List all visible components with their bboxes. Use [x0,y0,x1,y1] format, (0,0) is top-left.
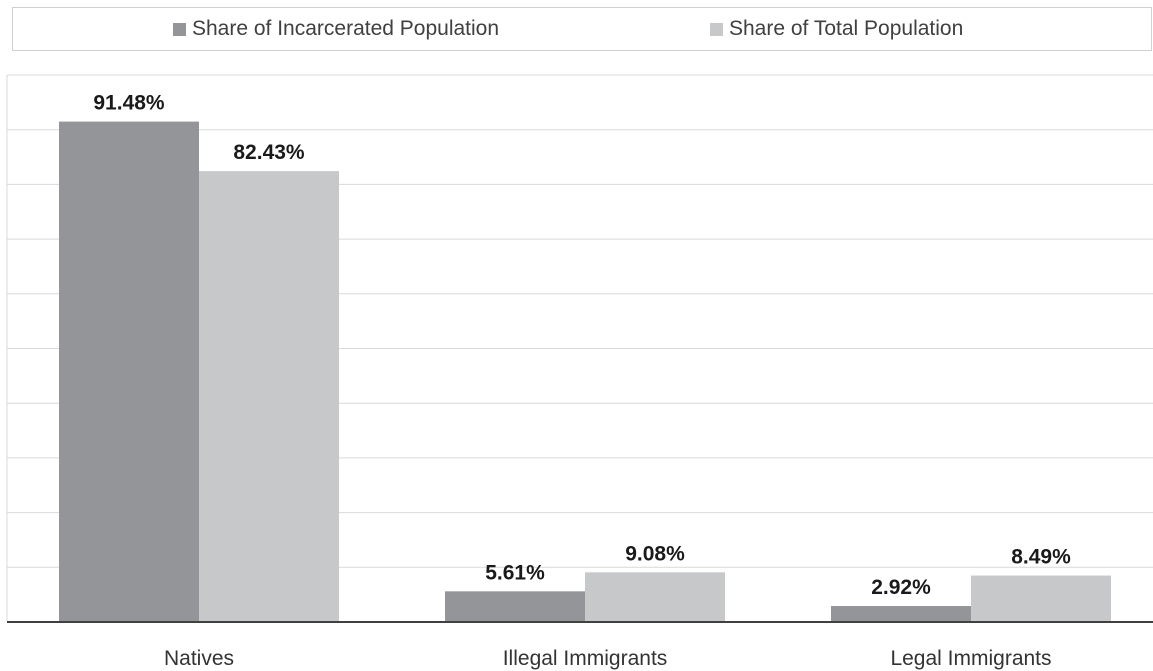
bar-incarcerated [445,591,585,622]
bar-total [199,171,339,622]
category-label: Legal Immigrants [890,647,1051,670]
legend-item-total: Share of Total Population [710,17,964,40]
bar-total [971,575,1111,622]
data-label: 5.61% [485,561,545,584]
legend-label-total: Share of Total Population [729,17,964,40]
data-label: 8.49% [1011,546,1071,569]
legend: Share of Incarcerated Population Share o… [12,7,1152,51]
bar-incarcerated [59,121,199,622]
category-label: Illegal Immigrants [503,647,668,670]
data-label: 2.92% [871,576,931,599]
data-label: 9.08% [625,542,685,565]
legend-label-incarcerated: Share of Incarcerated Population [192,17,500,40]
legend-swatch-incarcerated [173,22,186,36]
legend-item-incarcerated: Share of Incarcerated Population [173,17,500,40]
bar-incarcerated [831,606,971,622]
data-label: 91.48% [93,92,165,115]
bar-total [585,572,725,622]
category-label: Natives [164,647,234,670]
legend-swatch-total [710,22,723,36]
data-label: 82.43% [233,141,305,164]
